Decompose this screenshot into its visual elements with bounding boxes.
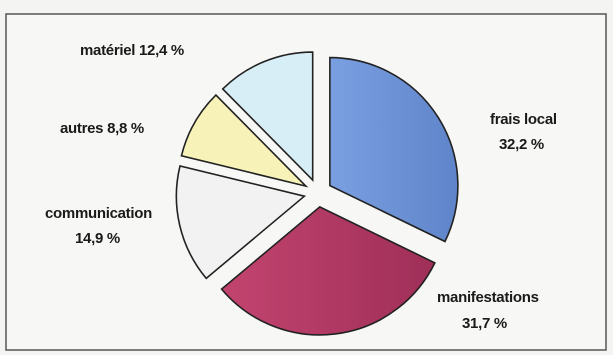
slice-materiel: [221, 51, 314, 182]
pie-slices: [175, 51, 459, 336]
slice-manifestations: [220, 205, 436, 336]
slice-frais-local: [329, 56, 459, 243]
label-manifestations: manifestations 31,7 %: [437, 289, 543, 332]
label-communication: communication 14,9 %: [45, 205, 156, 247]
label-materiel: matériel 12,4 %: [80, 42, 184, 59]
label-frais-local: frais local 32,2 %: [490, 111, 561, 153]
slice-communication: [175, 164, 307, 280]
label-autres: autres 8,8 %: [60, 120, 144, 137]
slice-autres: [180, 93, 309, 188]
